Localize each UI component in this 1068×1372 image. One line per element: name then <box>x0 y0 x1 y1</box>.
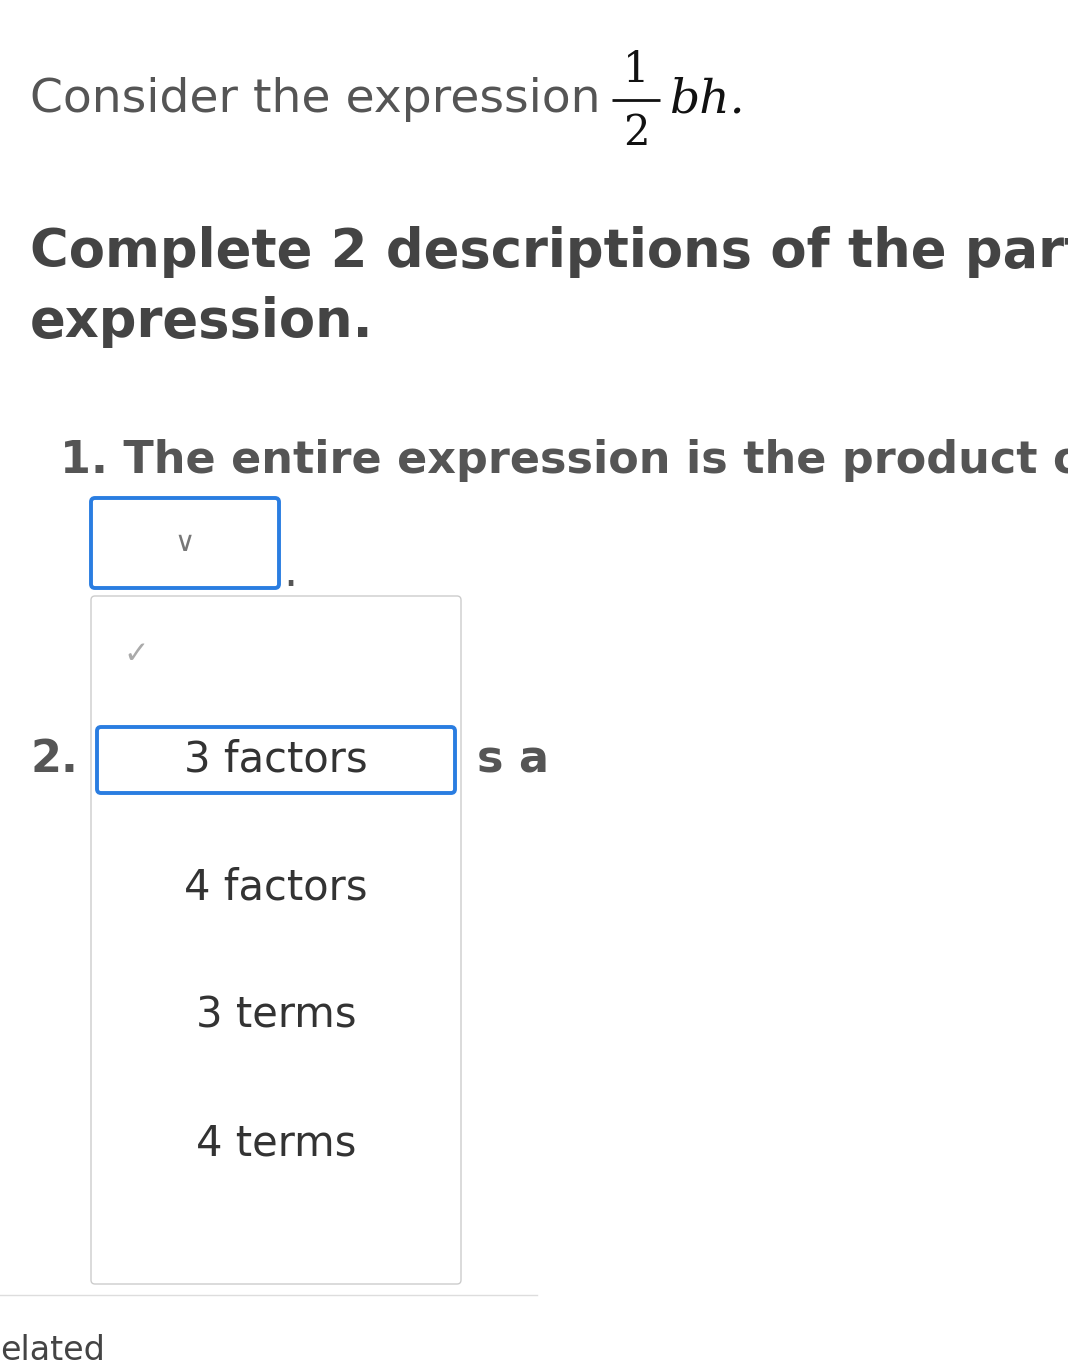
Text: 1. The entire expression is the product of: 1. The entire expression is the product … <box>60 439 1068 482</box>
Text: bh.: bh. <box>670 77 745 122</box>
FancyBboxPatch shape <box>97 727 455 793</box>
Text: expression.: expression. <box>30 296 374 348</box>
Text: 3 terms: 3 terms <box>195 995 357 1037</box>
Text: Complete 2 descriptions of the parts of the: Complete 2 descriptions of the parts of … <box>30 226 1068 279</box>
Text: 2: 2 <box>623 113 649 154</box>
Text: .: . <box>283 553 297 595</box>
Text: ∨: ∨ <box>175 530 195 557</box>
FancyBboxPatch shape <box>91 498 279 589</box>
FancyBboxPatch shape <box>91 595 461 1284</box>
Text: 1: 1 <box>623 49 649 91</box>
Text: 4 terms: 4 terms <box>195 1124 357 1165</box>
Text: s a: s a <box>477 738 549 782</box>
Text: 4 factors: 4 factors <box>185 867 367 910</box>
Text: ✓: ✓ <box>123 641 148 670</box>
Text: 2.: 2. <box>30 738 78 782</box>
Text: elated: elated <box>0 1334 105 1367</box>
Text: Consider the expression: Consider the expression <box>30 77 615 122</box>
Text: 3 factors: 3 factors <box>184 740 367 781</box>
